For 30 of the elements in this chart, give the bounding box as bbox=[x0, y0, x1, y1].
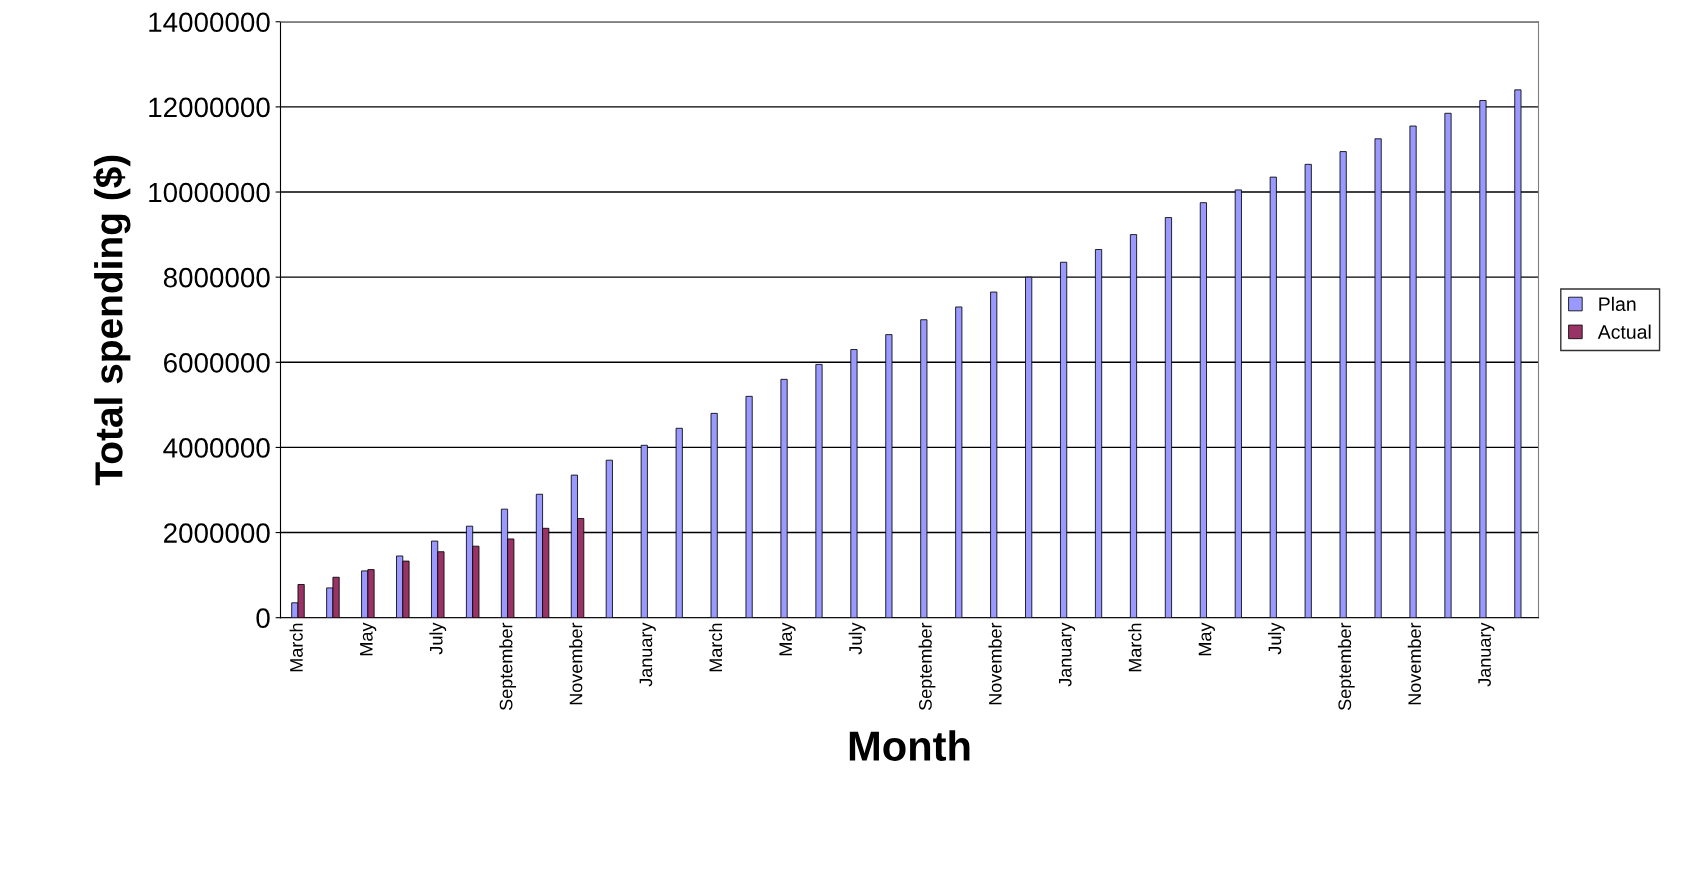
legend-label: Actual bbox=[1597, 324, 1651, 339]
legend-label: Plan bbox=[1599, 296, 1636, 312]
x-tick-label: July bbox=[429, 622, 447, 655]
y-tick-label: 2000000 bbox=[164, 523, 270, 543]
y-tick-label: 0 bbox=[256, 608, 270, 629]
y-tick-label: 4000000 bbox=[163, 438, 270, 458]
y-tick-label: 8000000 bbox=[163, 267, 270, 288]
x-tick-label: March bbox=[1128, 623, 1142, 672]
x-tick-label: May bbox=[360, 622, 377, 656]
x-tick-label: September bbox=[918, 622, 936, 711]
y-tick-label: 14000000 bbox=[149, 12, 270, 33]
x-tick-label: March bbox=[708, 623, 723, 672]
x-axis-title: Month bbox=[849, 730, 970, 761]
x-tick-label: November bbox=[569, 622, 583, 705]
y-tick-label: 12000000 bbox=[149, 97, 270, 118]
x-tick-label: January bbox=[1478, 622, 1495, 687]
x-tick-label: January bbox=[639, 622, 656, 687]
x-tick-label: January bbox=[1059, 622, 1076, 687]
x-tick-label: September bbox=[499, 622, 517, 711]
x-tick-label: March bbox=[289, 623, 303, 672]
x-tick-label: November bbox=[988, 622, 1002, 705]
y-tick-label: 10000000 bbox=[149, 182, 270, 203]
x-tick-label: July bbox=[848, 622, 866, 655]
x-tick-label: May bbox=[779, 622, 796, 656]
x-tick-label: September bbox=[1337, 622, 1355, 711]
x-tick-label: May bbox=[1198, 622, 1215, 656]
y-tick-label: 6000000 bbox=[164, 352, 270, 373]
y-axis-title: Total spending ($) bbox=[93, 155, 131, 486]
x-tick-label: November bbox=[1407, 622, 1422, 705]
x-tick-label: July bbox=[1268, 622, 1285, 655]
